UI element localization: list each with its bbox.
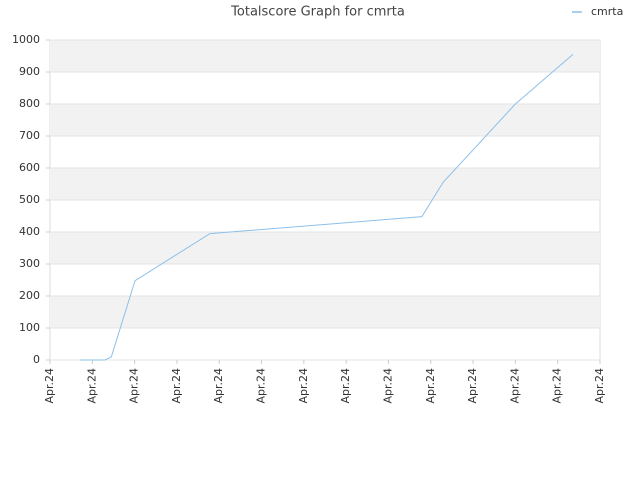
x-tick-label: Apr.24 <box>339 368 352 404</box>
x-tick-label: Apr.24 <box>297 368 310 404</box>
y-tick-label: 400 <box>19 225 40 238</box>
y-tick-label: 200 <box>19 289 40 302</box>
x-tick-label: Apr.24 <box>255 368 268 404</box>
series-line <box>80 54 574 361</box>
x-tick-label: Apr.24 <box>128 368 141 404</box>
x-tick-label: Apr.24 <box>466 368 479 404</box>
y-tick-label: 300 <box>19 257 40 270</box>
x-tick-label: Apr.24 <box>424 368 437 404</box>
y-tick-label: 600 <box>19 161 40 174</box>
y-tick-label: 100 <box>19 321 40 334</box>
y-tick-label: 900 <box>19 65 40 78</box>
grid-band <box>50 296 600 328</box>
x-tick-label: Apr.24 <box>508 368 521 404</box>
x-tick-label: Apr.24 <box>43 368 56 404</box>
x-tick-label: Apr.24 <box>381 368 394 404</box>
x-tick-label: Apr.24 <box>551 368 564 404</box>
y-tick-label: 0 <box>33 353 40 366</box>
x-tick-label: Apr.24 <box>593 368 606 404</box>
x-tick-label: Apr.24 <box>170 368 183 404</box>
grid-band <box>50 40 600 72</box>
y-tick-label: 800 <box>19 97 40 110</box>
grid-band <box>50 168 600 200</box>
chart-title: Totalscore Graph for cmrta <box>230 5 405 20</box>
x-tick-label: Apr.24 <box>85 368 98 404</box>
y-tick-label: 1000 <box>12 33 40 46</box>
legend-label: cmrta <box>591 5 623 18</box>
grid-band <box>50 232 600 264</box>
y-tick-label: 700 <box>19 129 40 142</box>
y-tick-label: 500 <box>19 193 40 206</box>
x-tick-label: Apr.24 <box>212 368 225 404</box>
grid-band <box>50 104 600 136</box>
